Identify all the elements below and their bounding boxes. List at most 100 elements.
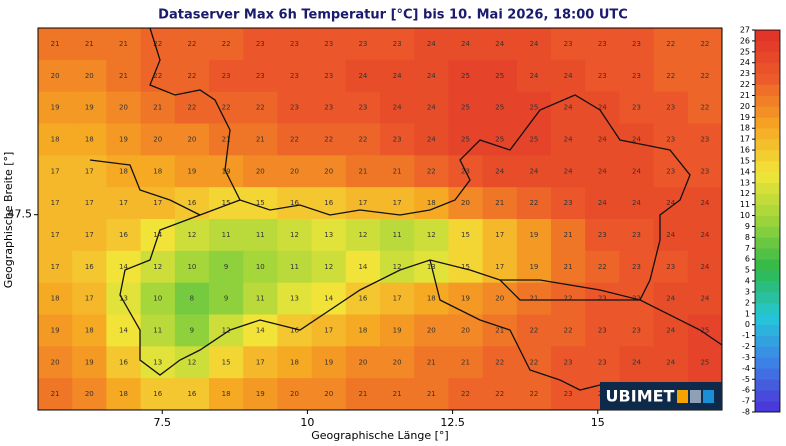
cell [243, 346, 278, 379]
cell [72, 250, 107, 284]
cell [551, 28, 586, 61]
cell-value: 23 [290, 72, 299, 80]
colorbar-tick-label: 19 [740, 113, 750, 122]
cell-value: 20 [461, 199, 470, 207]
colorbar-tick-label: 2 [745, 298, 750, 307]
cell [516, 346, 552, 379]
x-tick-label: 7.5 [154, 416, 172, 429]
colorbar-segment [755, 95, 780, 107]
cell [414, 28, 449, 61]
cell [482, 155, 518, 188]
cell [414, 91, 449, 124]
cell-value: 12 [153, 263, 162, 271]
cell [516, 155, 552, 188]
cell-value: 22 [187, 40, 196, 48]
cell [380, 28, 415, 61]
colorbar-tick-label: -1 [742, 331, 750, 340]
cell-value: 19 [85, 104, 94, 112]
cell [106, 282, 142, 315]
cell-value: 16 [290, 326, 299, 334]
cell-value: 12 [222, 326, 231, 334]
colorbar-tick-label: 3 [745, 287, 750, 296]
cell-value: 17 [393, 295, 402, 303]
cell-value: 11 [256, 295, 265, 303]
cell [448, 123, 484, 156]
colorbar-segment [755, 62, 780, 74]
colorbar-segment [755, 84, 780, 96]
cell-value: 23 [666, 263, 675, 271]
cell [311, 282, 347, 315]
cell-value: 21 [358, 167, 367, 175]
cell-value: 23 [666, 104, 675, 112]
cell-value: 24 [529, 40, 538, 48]
colorbar-tick-label: 13 [740, 178, 750, 187]
cell-value: 19 [529, 263, 538, 271]
cell-value: 17 [153, 199, 162, 207]
cell [482, 346, 518, 379]
cell-value: 23 [393, 40, 402, 48]
cell-value: 20 [427, 326, 436, 334]
cell-value: 24 [700, 295, 709, 303]
colorbar-tick-label: 4 [745, 277, 750, 286]
cell-value: 24 [598, 104, 607, 112]
cell-value: 22 [598, 263, 607, 271]
cell [516, 378, 552, 411]
cell-value: 19 [393, 326, 402, 334]
cell [585, 250, 620, 284]
colorbar-tick-label: 15 [740, 156, 750, 165]
cell [551, 91, 586, 124]
cell [551, 314, 586, 347]
cell [106, 28, 142, 61]
colorbar-segment [755, 302, 780, 315]
cell [72, 378, 107, 411]
cell [140, 155, 176, 188]
cell-value: 10 [187, 263, 196, 271]
cell-value: 23 [324, 40, 333, 48]
cell-value: 16 [85, 263, 94, 271]
cell [72, 28, 107, 61]
colorbar-tick-label: 9 [745, 222, 750, 231]
cell-value: 23 [632, 231, 641, 239]
cell [551, 59, 586, 93]
cell-value: 11 [222, 231, 231, 239]
cell-value: 20 [324, 390, 333, 398]
cell-value: 22 [290, 135, 299, 143]
cell-value: 23 [564, 40, 573, 48]
cell [380, 123, 415, 156]
cell-value: 22 [700, 104, 709, 112]
colorbar-segment [755, 128, 780, 140]
cell-value: 23 [598, 295, 607, 303]
cell-value: 14 [324, 295, 333, 303]
cell-value: 24 [358, 72, 367, 80]
cell [311, 91, 347, 124]
cell [345, 187, 381, 220]
cell [277, 187, 313, 220]
cell-value: 23 [632, 104, 641, 112]
cell [38, 28, 73, 61]
cell-value: 17 [51, 263, 60, 271]
cell [174, 250, 210, 284]
cell [38, 155, 73, 188]
cell [72, 346, 107, 379]
cell-value: 24 [427, 104, 436, 112]
cell-value: 20 [256, 167, 265, 175]
cell-value: 15 [222, 358, 231, 366]
cell-value: 22 [700, 72, 709, 80]
cell-value: 24 [495, 167, 504, 175]
cell-value: 21 [51, 40, 60, 48]
cell [209, 282, 244, 315]
cell [516, 187, 552, 220]
colorbar-segment [755, 379, 780, 391]
cell [243, 282, 278, 315]
cell [311, 123, 347, 156]
cell-value: 24 [632, 199, 641, 207]
cell [277, 28, 313, 61]
cell [209, 314, 244, 347]
cell [174, 314, 210, 347]
cell-value: 25 [700, 326, 709, 334]
cell [72, 219, 107, 252]
cell-value: 21 [85, 40, 94, 48]
cell [448, 59, 484, 93]
cell [140, 282, 176, 315]
cell [38, 91, 73, 124]
